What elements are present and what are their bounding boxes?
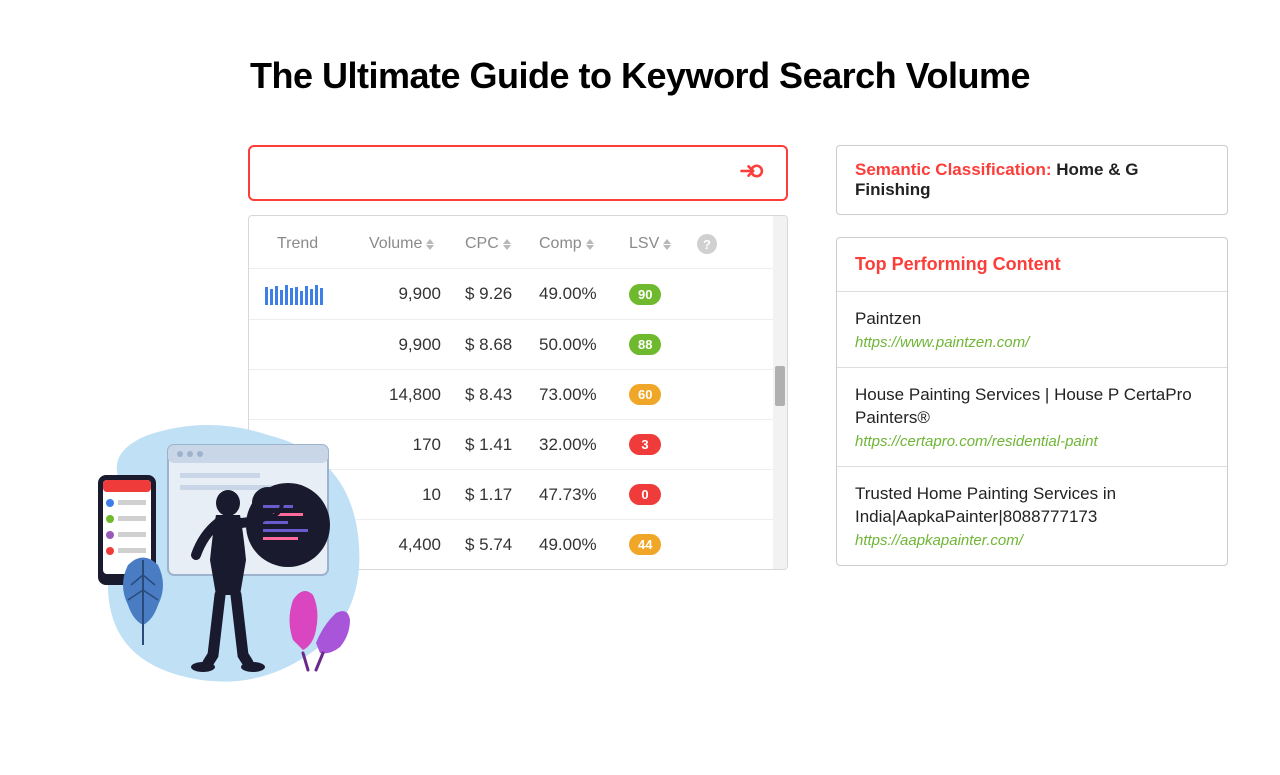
sort-icon (503, 239, 511, 250)
header-lsv-label: LSV (629, 235, 659, 253)
cell-cpc: $ 9.26 (457, 284, 539, 304)
table-row[interactable]: 9,900$ 8.6850.00%88 (249, 319, 787, 369)
lsv-badge: 44 (629, 534, 661, 555)
top-content-card: Top Performing Content Paintzen https://w… (836, 237, 1228, 566)
content-url: https://aapkapainter.com/ (855, 532, 1209, 549)
lsv-badge: 88 (629, 334, 661, 355)
cell-volume: 9,900 (369, 284, 457, 304)
content-item[interactable]: House Painting Services | House P CertaP… (837, 368, 1227, 467)
cell-cpc: $ 1.41 (457, 435, 539, 455)
scrollbar[interactable] (773, 216, 787, 569)
lsv-badge: 90 (629, 284, 661, 305)
sort-icon (663, 239, 671, 250)
content-title: Paintzen (855, 308, 1209, 331)
sort-icon (426, 239, 434, 250)
cell-lsv: 60 (629, 384, 697, 405)
illustration (68, 395, 378, 705)
header-volume-label: Volume (369, 235, 422, 253)
content-list: Paintzen https://www.paintzen.com/House P… (837, 292, 1227, 565)
cell-volume: 4,400 (369, 535, 457, 555)
header-comp-label: Comp (539, 235, 582, 253)
cell-lsv: 3 (629, 434, 697, 455)
content-url: https://certapro.com/residential-paint (855, 433, 1209, 450)
header-help[interactable]: ? (697, 234, 727, 254)
cell-comp: 49.00% (539, 284, 629, 304)
sort-icon (586, 239, 594, 250)
lsv-badge: 60 (629, 384, 661, 405)
lsv-badge: 3 (629, 434, 661, 455)
cell-comp: 50.00% (539, 335, 629, 355)
header-comp[interactable]: Comp (539, 235, 629, 253)
header-lsv[interactable]: LSV (629, 235, 697, 253)
header-trend[interactable]: Trend (261, 235, 369, 253)
cell-cpc: $ 1.17 (457, 485, 539, 505)
search-box[interactable] (248, 145, 788, 201)
table-row[interactable]: 9,900$ 9.2649.00%90 (249, 268, 787, 319)
cell-cpc: $ 5.74 (457, 535, 539, 555)
semantic-label: Semantic Classification: (855, 160, 1056, 179)
page-title: The Ultimate Guide to Keyword Search Vol… (0, 55, 1280, 97)
content-title: House Painting Services | House P CertaP… (855, 384, 1209, 430)
cell-volume: 170 (369, 435, 457, 455)
content-url: https://www.paintzen.com/ (855, 334, 1209, 351)
cell-comp: 73.00% (539, 385, 629, 405)
cell-comp: 32.00% (539, 435, 629, 455)
help-icon: ? (697, 234, 717, 254)
cell-lsv: 44 (629, 534, 697, 555)
top-content-header: Top Performing Content (837, 238, 1227, 292)
enter-icon[interactable] (738, 157, 766, 190)
header-cpc-label: CPC (465, 235, 499, 253)
cell-cpc: $ 8.43 (457, 385, 539, 405)
cell-comp: 47.73% (539, 485, 629, 505)
cell-lsv: 88 (629, 334, 697, 355)
scrollbar-thumb[interactable] (775, 366, 785, 406)
content-item[interactable]: Paintzen https://www.paintzen.com/ (837, 292, 1227, 368)
cell-lsv: 90 (629, 284, 697, 305)
cell-volume: 9,900 (369, 335, 457, 355)
table-header: Trend Volume CPC Comp LSV (249, 216, 787, 268)
lsv-badge: 0 (629, 484, 661, 505)
cell-volume: 14,800 (369, 385, 457, 405)
semantic-header: Semantic Classification: Home & G Finish… (837, 146, 1227, 214)
cell-comp: 49.00% (539, 535, 629, 555)
cell-volume: 10 (369, 485, 457, 505)
header-cpc[interactable]: CPC (457, 235, 539, 253)
cell-cpc: $ 8.68 (457, 335, 539, 355)
trend-sparkline (265, 283, 369, 305)
cell-lsv: 0 (629, 484, 697, 505)
right-panel: Semantic Classification: Home & G Finish… (836, 145, 1228, 588)
header-volume[interactable]: Volume (369, 235, 457, 253)
content-title: Trusted Home Painting Services in India|… (855, 483, 1209, 529)
cell-trend (261, 283, 369, 305)
semantic-card: Semantic Classification: Home & G Finish… (836, 145, 1228, 215)
content-item[interactable]: Trusted Home Painting Services in India|… (837, 467, 1227, 565)
